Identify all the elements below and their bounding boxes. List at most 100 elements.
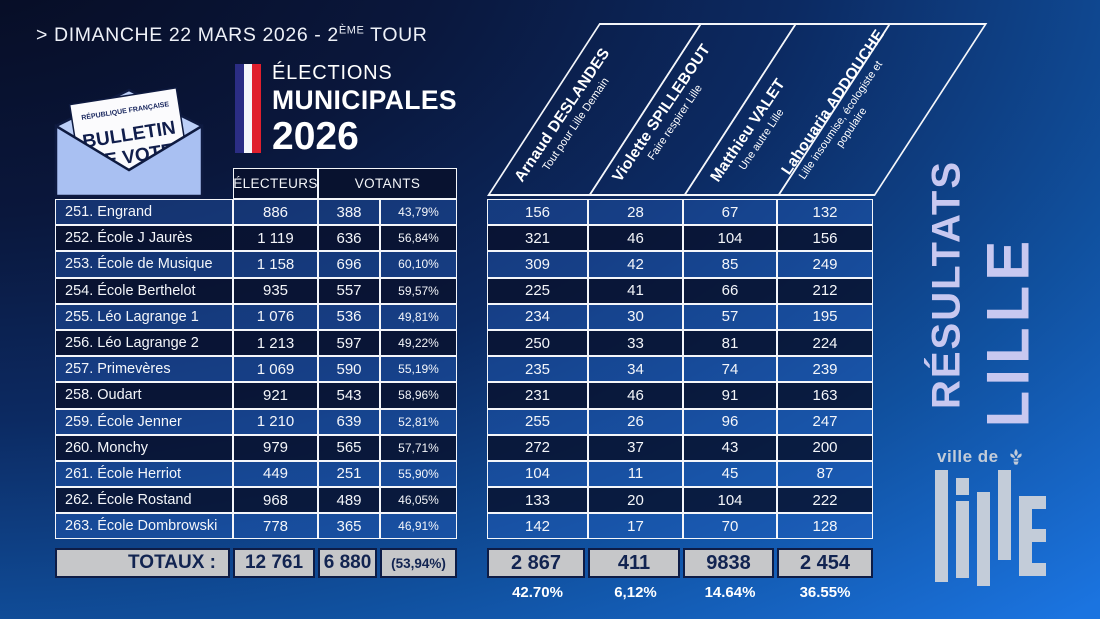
participation-cell: 43,79%	[380, 199, 457, 226]
station-name-cell: 258. Oudart	[55, 382, 233, 409]
participation-cell: 60,10%	[380, 251, 457, 278]
electeurs-cell: 1 158	[233, 251, 318, 278]
ville-de-lille-wordmark: ville de	[937, 447, 1025, 467]
participation-cell: 55,19%	[380, 356, 457, 383]
table-row: 235 34 74 239	[487, 356, 873, 383]
candidate-votes-cell: 26	[588, 408, 683, 435]
header-electeurs: ÉLECTEURS	[233, 168, 318, 199]
table-row: 263. École Dombrowski 778 365 46,91%	[55, 513, 457, 540]
participation-cell: 59,57%	[380, 277, 457, 304]
date-suffix: TOUR	[364, 24, 428, 46]
candidate-percentage: 6,12%	[614, 583, 657, 601]
table-row: 261. École Herriot 449 251 55,90%	[55, 460, 457, 488]
candidate-votes-cell: 309	[487, 251, 588, 278]
logo-bar	[1032, 563, 1046, 576]
electeurs-cell: 1 210	[233, 408, 318, 435]
logo-bar	[956, 501, 969, 578]
candidate-votes-cell: 104	[487, 460, 588, 488]
candidate-votes-cell: 250	[487, 329, 588, 357]
votants-cell: 639	[318, 408, 380, 435]
votants-cell: 565	[318, 434, 380, 461]
candidate-votes-cell: 212	[777, 277, 873, 304]
header-votants: VOTANTS	[318, 168, 457, 199]
votants-cell: 590	[318, 356, 380, 383]
station-name-cell: 252. École J Jaurès	[55, 225, 233, 252]
candidate-votes-cell: 222	[777, 487, 873, 514]
candidate-votes-cell: 34	[588, 356, 683, 383]
candidate-votes-cell: 235	[487, 356, 588, 383]
station-name-cell: 263. École Dombrowski	[55, 513, 233, 540]
table-row: 104 11 45 87	[487, 460, 873, 488]
candidate-votes-cell: 41	[588, 277, 683, 304]
candidate-votes-cell: 28	[588, 199, 683, 226]
station-name-cell: 256. Léo Lagrange 2	[55, 329, 233, 357]
participation-cell: 56,84%	[380, 225, 457, 252]
candidate-votes-cell: 321	[487, 225, 588, 252]
table-row: 321 46 104 156	[487, 225, 873, 252]
candidate-votes-cell: 156	[777, 225, 873, 252]
candidate-votes-cell: 85	[683, 251, 777, 278]
candidate-totals-row: 2 867 411 9838 2 454	[487, 548, 873, 578]
candidate-total-cell: 9838	[683, 548, 774, 578]
table-row: 251. Engrand 886 388 43,79%	[55, 199, 457, 226]
candidate-votes-cell: 45	[683, 460, 777, 488]
fleur-de-lis-icon	[1010, 448, 1022, 465]
table-row: 142 17 70 128	[487, 513, 873, 540]
participation-cell: 57,71%	[380, 434, 457, 461]
station-name-cell: 257. Primevères	[55, 356, 233, 383]
votants-cell: 489	[318, 487, 380, 514]
participation-cell: 52,81%	[380, 408, 457, 435]
logo-bar	[1032, 496, 1046, 509]
candidate-votes-cell: 163	[777, 382, 873, 409]
candidate-percentage: 14.64%	[704, 583, 756, 601]
candidate-votes-cell: 74	[683, 356, 777, 383]
table-row: 257. Primevères 1 069 590 55,19%	[55, 356, 457, 383]
candidate-votes-cell: 33	[588, 329, 683, 357]
votants-cell: 536	[318, 303, 380, 330]
candidate-total-cell: 2 454	[777, 548, 873, 578]
participation-cell: 46,05%	[380, 487, 457, 514]
candidate-votes-cell: 46	[588, 225, 683, 252]
electeurs-cell: 979	[233, 434, 318, 461]
table-row: 309 42 85 249	[487, 251, 873, 278]
table-row: 262. École Rostand 968 489 46,05%	[55, 487, 457, 514]
table-row: 133 20 104 222	[487, 487, 873, 514]
sidebar-lille-text: LILLE	[974, 235, 1042, 428]
station-name-cell: 255. Léo Lagrange 1	[55, 303, 233, 330]
candidate-votes-table: 156 28 67 132 321 46 104 156 309 42 85 249 225 41 66 21…	[487, 199, 873, 540]
totals-label: TOTAUX :	[55, 548, 230, 578]
station-name-cell: 261. École Herriot	[55, 460, 233, 488]
station-name-cell: 262. École Rostand	[55, 487, 233, 514]
french-flag-icon	[235, 64, 262, 153]
electeurs-cell: 935	[233, 277, 318, 304]
table-row: 225 41 66 212	[487, 277, 873, 304]
totals-votants: 6 880	[318, 548, 377, 578]
candidate-votes-cell: 46	[588, 382, 683, 409]
candidate-votes-cell: 70	[683, 513, 777, 540]
table-row: 259. École Jenner 1 210 639 52,81%	[55, 408, 457, 435]
votants-cell: 388	[318, 199, 380, 226]
left-table-header: ÉLECTEURS VOTANTS	[233, 168, 457, 199]
electeurs-cell: 449	[233, 460, 318, 488]
candidate-votes-cell: 67	[683, 199, 777, 226]
station-name-cell: 259. École Jenner	[55, 408, 233, 435]
candidate-votes-cell: 200	[777, 434, 873, 461]
table-row: 252. École J Jaurès 1 119 636 56,84%	[55, 225, 457, 252]
table-row: 250 33 81 224	[487, 329, 873, 357]
candidate-votes-cell: 156	[487, 199, 588, 226]
electeurs-cell: 921	[233, 382, 318, 409]
sidebar-resultats-text: RÉSULTATS	[924, 159, 969, 410]
candidate-votes-cell: 247	[777, 408, 873, 435]
electeurs-cell: 1 119	[233, 225, 318, 252]
date-superscript: ÈME	[338, 24, 365, 37]
table-row: 231 46 91 163	[487, 382, 873, 409]
left-totals-row: TOTAUX : 12 761 6 880 (53,94%)	[55, 548, 457, 578]
votants-cell: 597	[318, 329, 380, 357]
participation-cell: 46,91%	[380, 513, 457, 540]
station-name-cell: 254. École Berthelot	[55, 277, 233, 304]
candidate-percentages-row: 42.70% 6,12% 14.64% 36.55%	[487, 582, 873, 602]
votants-cell: 696	[318, 251, 380, 278]
table-row: 253. École de Musique 1 158 696 60,10%	[55, 251, 457, 278]
